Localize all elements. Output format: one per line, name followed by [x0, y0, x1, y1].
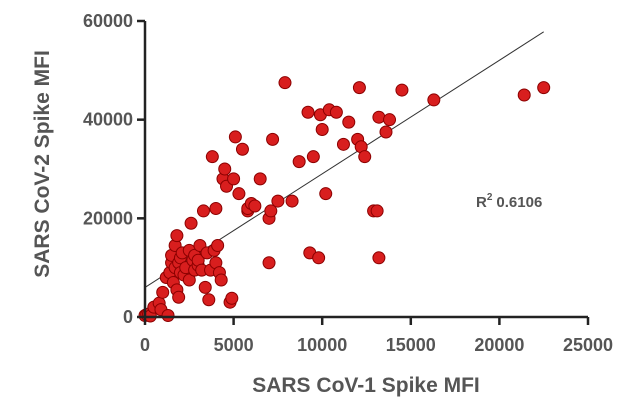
data-point: [278, 76, 292, 90]
data-point: [537, 81, 551, 95]
data-point: [292, 155, 306, 169]
data-point: [235, 142, 249, 156]
data-point: [161, 309, 175, 323]
x-tick-label: 0: [140, 335, 150, 355]
data-point: [227, 172, 241, 186]
data-point: [209, 201, 223, 215]
y-axis-title: SARS CoV-2 Spike MFI: [31, 50, 54, 278]
data-point: [170, 229, 184, 243]
data-point: [225, 291, 239, 305]
data-point: [372, 251, 386, 265]
data-point: [336, 137, 350, 151]
y-tick-label: 0: [123, 307, 133, 327]
data-point: [329, 105, 343, 119]
data-point: [228, 130, 242, 144]
data-point: [218, 162, 232, 176]
data-point: [285, 194, 299, 208]
r-squared-superscript: 2: [487, 192, 493, 203]
r-squared-annotation: R2 0.6106: [476, 192, 542, 211]
data-points-layer: [138, 76, 551, 323]
r-squared-value: 0.6106: [496, 194, 542, 211]
data-point: [248, 199, 262, 213]
data-point: [271, 194, 285, 208]
data-point: [370, 204, 384, 218]
r-squared-label: R: [476, 194, 487, 211]
data-point: [184, 216, 198, 230]
data-point: [319, 187, 333, 201]
data-point: [315, 123, 329, 137]
x-tick-label: 25000: [563, 335, 613, 355]
data-point: [352, 81, 366, 95]
data-point: [372, 110, 386, 124]
data-point: [262, 256, 276, 270]
axes-layer: 0 5000 10000 15000 20000 25000 0 20000 40000 6000…: [83, 11, 613, 355]
data-point: [383, 113, 397, 127]
data-point: [427, 93, 441, 107]
data-point: [198, 280, 212, 294]
data-point: [172, 290, 186, 304]
data-point: [306, 150, 320, 164]
data-point: [266, 132, 280, 146]
data-point: [202, 293, 216, 307]
data-point: [264, 204, 278, 218]
y-tick-label: 20000: [83, 208, 133, 228]
data-point: [214, 273, 228, 287]
y-tick-label: 60000: [83, 11, 133, 31]
x-tick-label: 5000: [214, 335, 254, 355]
data-point: [205, 150, 219, 164]
data-point: [517, 88, 531, 102]
data-point: [182, 273, 196, 287]
data-point: [395, 83, 409, 97]
x-tick-label: 20000: [474, 335, 524, 355]
x-tick-label: 10000: [297, 335, 347, 355]
data-point: [358, 150, 372, 164]
x-tick-label: 15000: [386, 335, 436, 355]
x-axis-title: SARS CoV-1 Spike MFI: [252, 374, 480, 397]
y-tick-label: 40000: [83, 110, 133, 130]
data-point: [211, 238, 225, 252]
data-point: [253, 172, 267, 186]
data-point: [301, 105, 315, 119]
data-point: [196, 204, 210, 218]
data-point: [156, 285, 170, 299]
data-point: [379, 125, 393, 139]
data-point: [342, 115, 356, 129]
data-point: [232, 187, 246, 201]
data-point: [312, 251, 326, 265]
